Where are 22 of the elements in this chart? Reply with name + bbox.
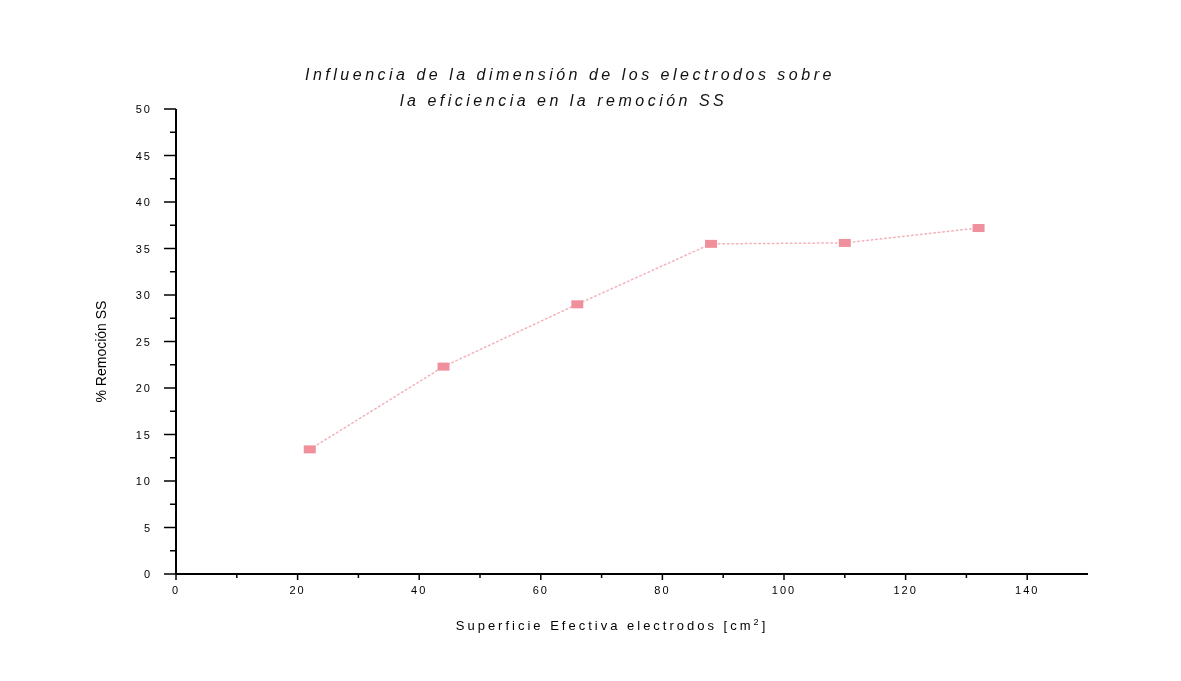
- x-tick-label: 140: [1015, 584, 1040, 596]
- y-tick-label: 50: [135, 103, 152, 115]
- x-axis-title: Superficie Efectiva electrodos [cm$^{2}$]: [455, 617, 769, 633]
- y-tick-label: 15: [135, 428, 152, 441]
- y-tick-label: 30: [135, 289, 152, 301]
- y-tick-label: 25: [135, 335, 152, 348]
- x-tick-label: 80: [654, 584, 671, 596]
- x-tick-label: 20: [289, 584, 306, 596]
- x-tick-label: 40: [411, 584, 428, 596]
- x-tick-label: 120: [893, 584, 918, 596]
- y-tick-label: 40: [135, 196, 152, 208]
- y-tick-label: 45: [135, 149, 152, 162]
- y-tick-label: 10: [135, 475, 152, 487]
- y-tick-label: 35: [135, 242, 152, 255]
- y-axis-title: % Remoción SS: [93, 300, 109, 403]
- x-tick-label: 60: [532, 584, 549, 596]
- chart-title: Influencia de la dimensión de los electrodos sobre la eficiencia en la remoción SS: [305, 66, 835, 109]
- y-tick-label: 0: [143, 568, 152, 580]
- x-tick-label: 100: [771, 584, 797, 596]
- y-tick-label: 5: [143, 521, 152, 534]
- y-tick-label: 20: [135, 382, 152, 394]
- x-tick-label: 0: [171, 584, 181, 596]
